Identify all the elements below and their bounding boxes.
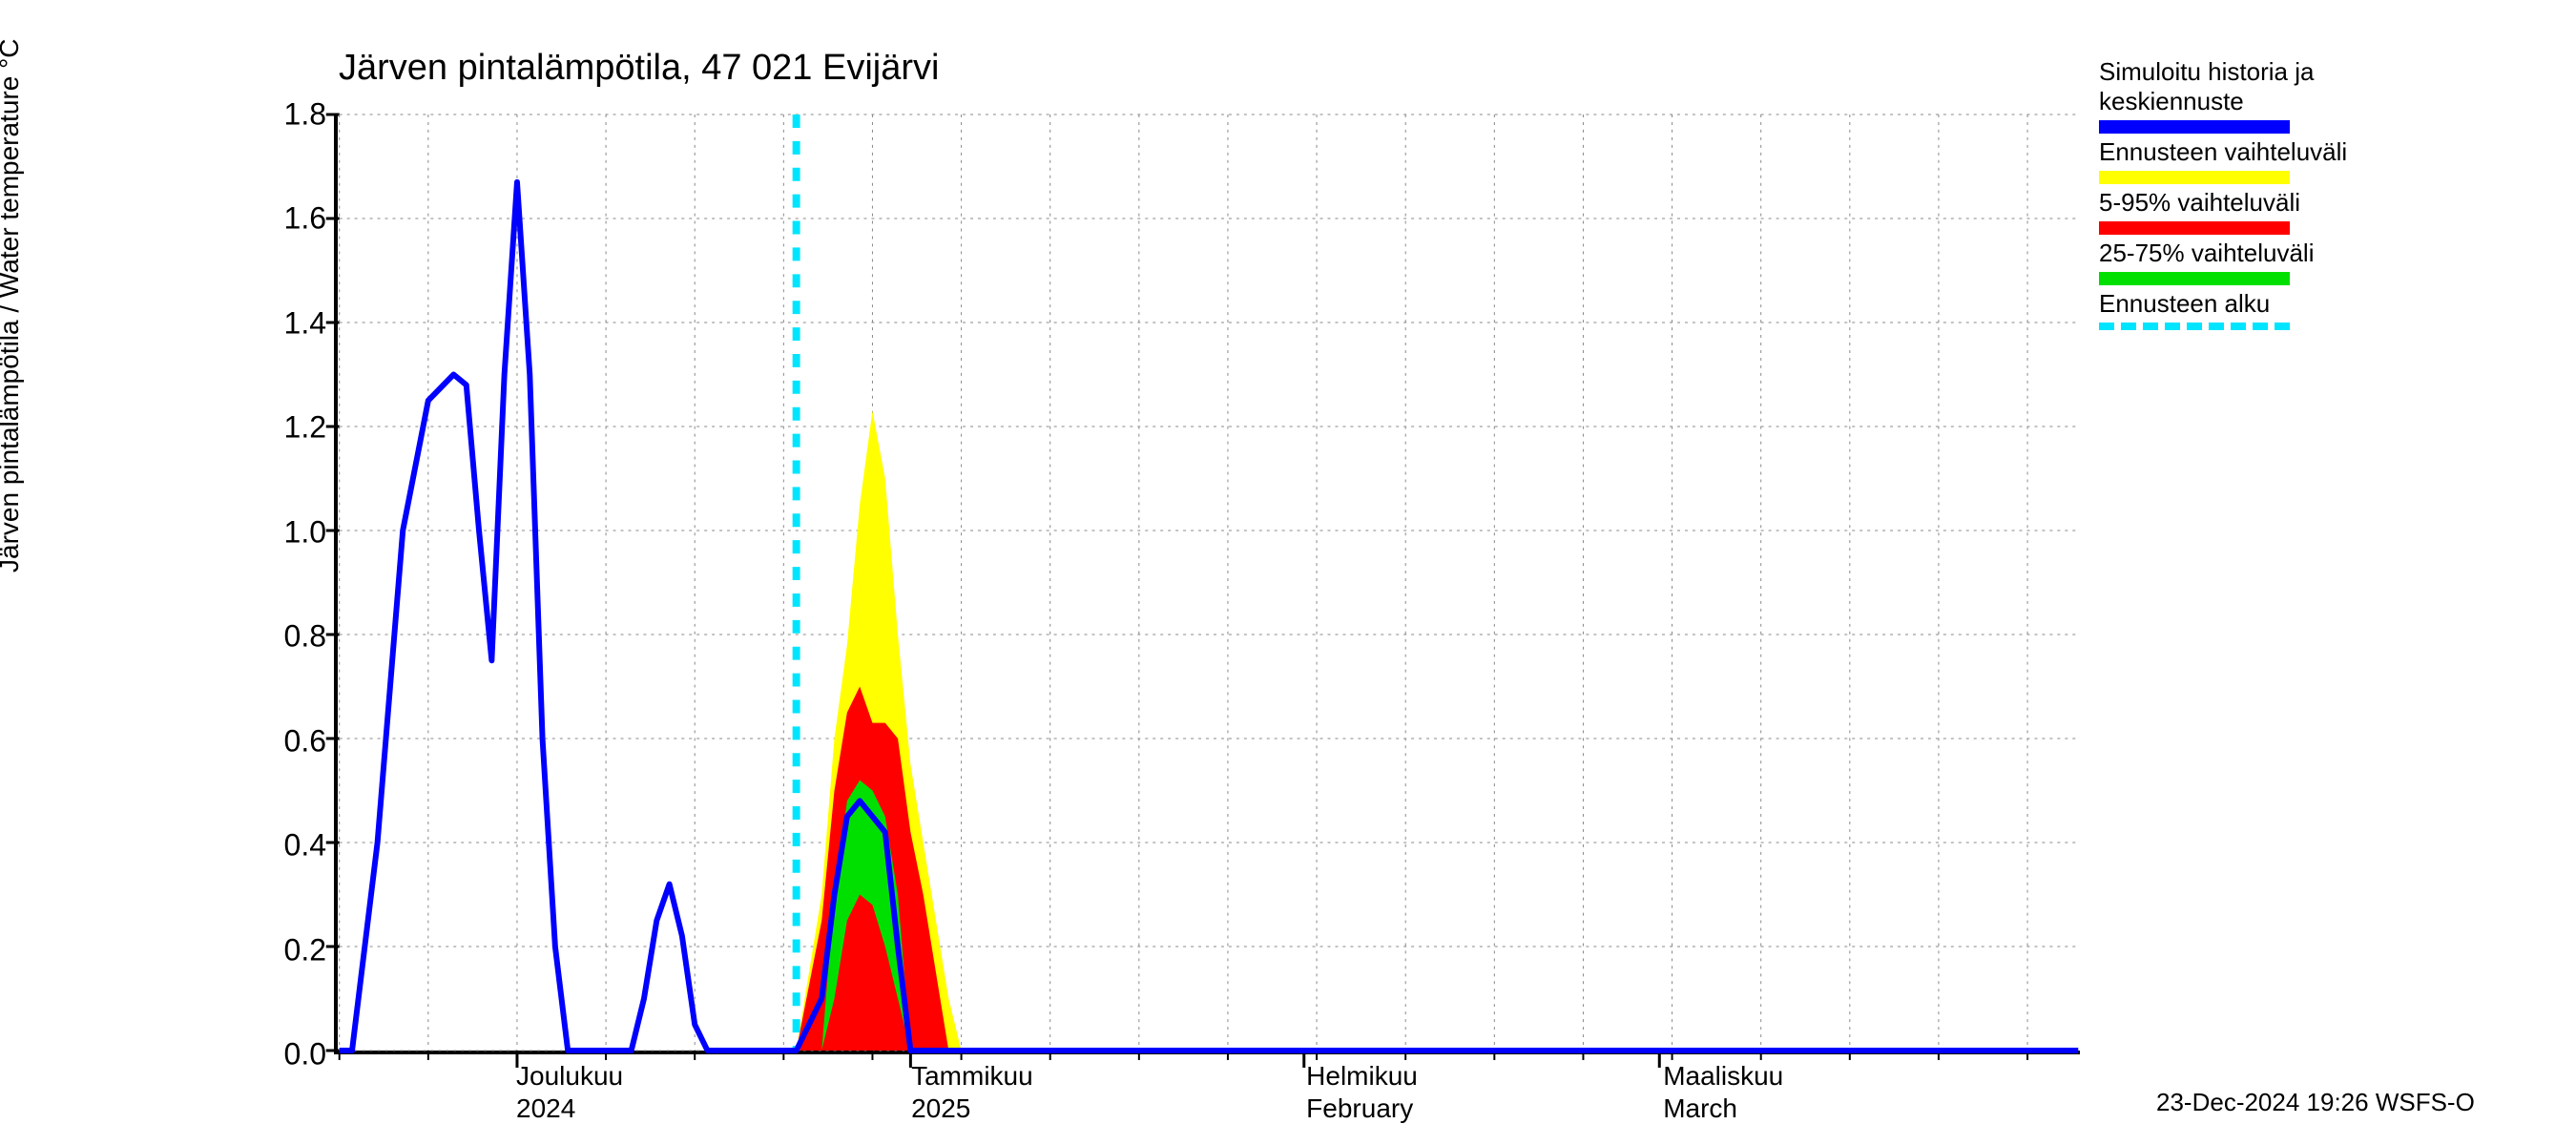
legend-label: 5-95% vaihteluväli — [2099, 188, 2347, 218]
y-tick-label: 1.8 — [284, 97, 338, 133]
y-tick-label: 0.0 — [284, 1037, 338, 1072]
y-tick-label: 0.4 — [284, 828, 338, 864]
legend-swatch — [2099, 221, 2290, 235]
main-line — [340, 182, 2079, 1051]
legend-label: keskiennuste — [2099, 87, 2347, 116]
x-tick-label: HelmikuuFebruary — [1306, 1051, 1418, 1124]
y-tick-label: 0.2 — [284, 932, 338, 968]
x-tick-label: MaaliskuuMarch — [1663, 1051, 1783, 1124]
legend-label: Ennusteen vaihteluväli — [2099, 137, 2347, 167]
legend-swatch — [2099, 323, 2290, 330]
y-tick-label: 1.4 — [284, 305, 338, 341]
legend-entry: 5-95% vaihteluväli — [2099, 188, 2347, 235]
plot-area: 0.00.20.40.60.81.01.21.41.61.8Joulukuu20… — [334, 114, 2080, 1054]
legend-swatch — [2099, 272, 2290, 285]
legend-label: 25-75% vaihteluväli — [2099, 239, 2347, 268]
legend-entry: Simuloitu historia jakeskiennuste — [2099, 57, 2347, 134]
legend-entry: Ennusteen vaihteluväli — [2099, 137, 2347, 184]
y-axis-label: Järven pintalämpötila / Water temperatur… — [0, 38, 25, 572]
y-tick-label: 1.0 — [284, 514, 338, 550]
legend-swatch — [2099, 120, 2290, 134]
legend-label: Ennusteen alku — [2099, 289, 2347, 319]
legend-entry: 25-75% vaihteluväli — [2099, 239, 2347, 285]
y-tick-label: 0.8 — [284, 619, 338, 655]
timestamp-label: 23-Dec-2024 19:26 WSFS-O — [2156, 1088, 2475, 1117]
chart-title: Järven pintalämpötila, 47 021 Evijärvi — [339, 48, 939, 89]
legend-entry: Ennusteen alku — [2099, 289, 2347, 330]
x-tick-label: Joulukuu2024 — [516, 1051, 623, 1124]
legend: Simuloitu historia jakeskiennusteEnnuste… — [2099, 57, 2347, 334]
legend-label: Simuloitu historia ja — [2099, 57, 2347, 87]
y-tick-label: 0.6 — [284, 723, 338, 759]
legend-swatch — [2099, 171, 2290, 184]
y-tick-label: 1.2 — [284, 410, 338, 446]
plot-svg — [338, 114, 2080, 1051]
x-tick-label: Tammikuu2025 — [911, 1051, 1033, 1124]
y-tick-label: 1.6 — [284, 201, 338, 237]
